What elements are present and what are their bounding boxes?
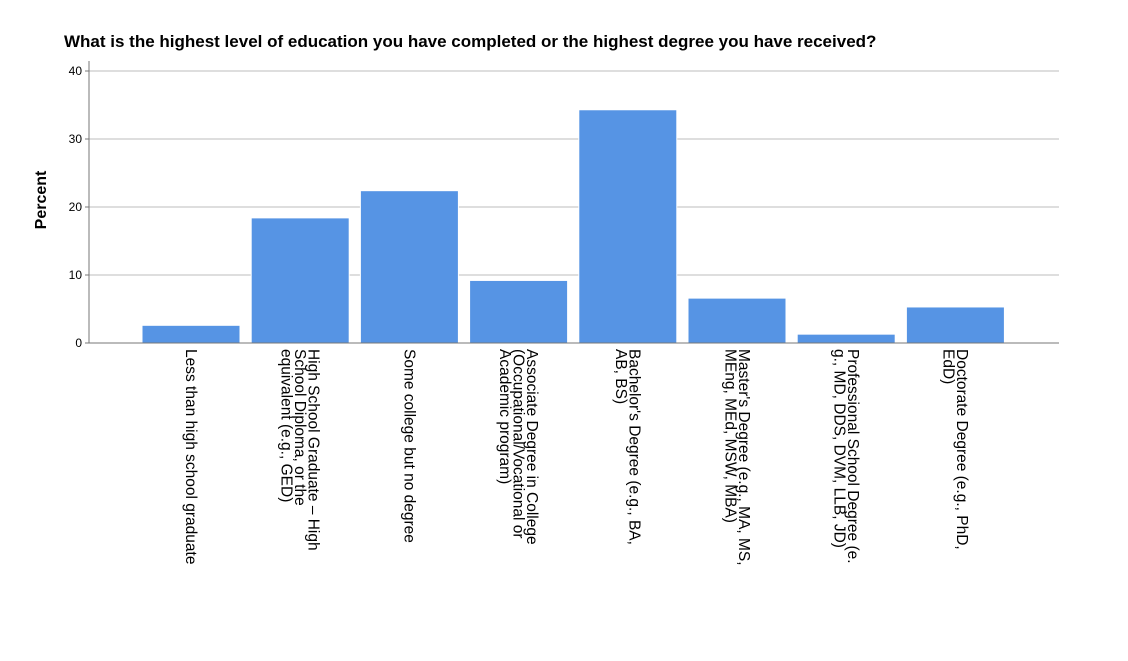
category-label-line: MEng, MEd, MSW, MBA) (721, 349, 738, 523)
y-tick-label: 0 (75, 336, 82, 350)
y-tick-label: 30 (69, 132, 83, 146)
chart-title: What is the highest level of education y… (64, 32, 876, 51)
y-axis-label: Percent (33, 170, 50, 229)
category-label-line: Less than high school graduate (182, 349, 199, 564)
category-label-line: g., MD, DDS, DVM, LLB, JD) (830, 349, 847, 548)
bar (359, 190, 459, 344)
category-label-line: EdD) (940, 349, 957, 384)
bar (141, 324, 241, 344)
bar (250, 217, 350, 344)
category-label-line: Associate Degree in College (523, 349, 540, 545)
category-label: Doctorate Degree (e.g., PhD,EdD) (940, 349, 971, 550)
category-label-line: Some college but no degree (400, 349, 417, 543)
category-label-line: Bachelor's Degree (e.g., BA, (626, 349, 643, 545)
category-label-line: equivalent (e.g., GED) (278, 349, 295, 502)
y-tick-label: 20 (69, 200, 83, 214)
category-labels: Less than high school graduate High Schoo… (182, 349, 970, 566)
category-label: Less than high school graduate (182, 349, 199, 564)
y-tick-label: 40 (69, 64, 83, 78)
category-label-line: Master's Degree (e.g., MA, MS, (735, 349, 752, 566)
gridlines (89, 70, 1059, 276)
category-label: Some college but no degree (400, 349, 417, 543)
bar (796, 333, 896, 344)
category-label-line: School Diploma, or the (291, 349, 308, 506)
bar (905, 306, 1005, 344)
category-label: Professional School Degree (e.g., MD, DD… (830, 349, 861, 564)
category-label-line: High School Graduate – High (305, 349, 322, 551)
category-label: Master's Degree (e.g., MA, MS,MEng, MEd,… (721, 349, 752, 566)
category-label-line: Professional School Degree (e. (844, 349, 861, 564)
category-label: Bachelor's Degree (e.g., BA,AB, BS) (612, 349, 643, 545)
y-tick-label: 10 (69, 268, 83, 282)
category-label: Associate Degree in College(Occupational… (496, 349, 540, 545)
category-label-line: (Occupational/Vocational or (510, 349, 527, 539)
bar (578, 109, 678, 344)
bar (469, 279, 569, 344)
axes (88, 61, 1059, 344)
y-tick-labels: 0 10 20 30 40 (69, 64, 89, 350)
category-label-line: AB, BS) (612, 349, 629, 404)
category-label-line: Doctorate Degree (e.g., PhD, (953, 349, 970, 550)
bars (141, 109, 1005, 344)
bar (687, 297, 787, 344)
category-label-line: Academic program) (496, 349, 513, 484)
